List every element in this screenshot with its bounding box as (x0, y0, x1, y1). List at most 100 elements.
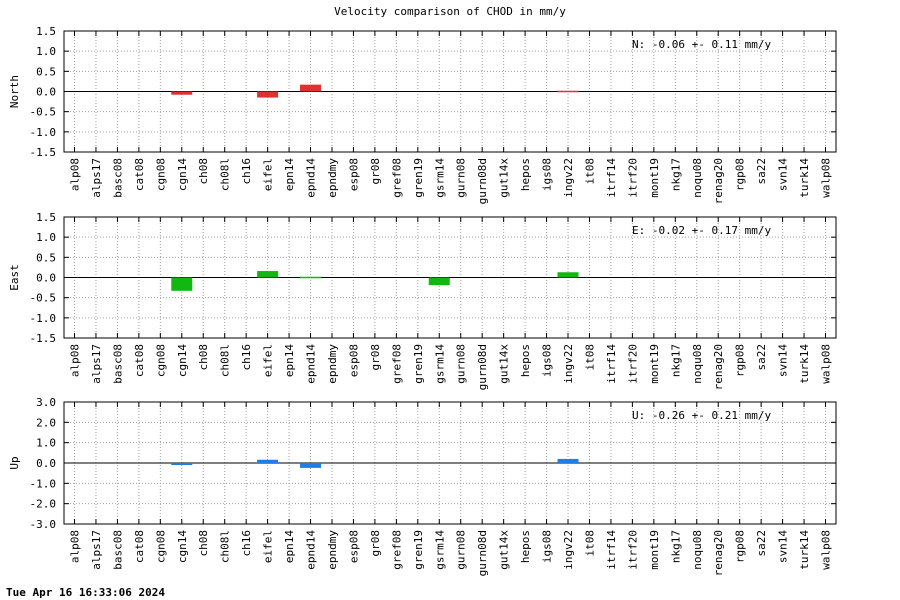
x-tick-label: ch08l (219, 158, 232, 191)
x-tick-label: mont19 (648, 530, 661, 570)
x-tick-label: cgn14 (176, 530, 189, 563)
x-tick-label: epndmy (326, 344, 339, 384)
x-tick-label: eifel (262, 158, 275, 191)
x-tick-label: itrf20 (626, 158, 639, 198)
x-tick-label: gref08 (390, 158, 403, 198)
x-tick-label: it08 (583, 344, 596, 371)
x-tick-label: esp08 (347, 344, 360, 377)
x-tick-label: svn14 (777, 530, 790, 563)
panel-north: 1.5 1.0 0.5 0.0 -0.5 -1.0 -1.5 alp08 alps17 basc0… (8, 25, 837, 204)
x-tick-label: ingv22 (562, 344, 575, 384)
y-tick-label: 2.0 (36, 416, 56, 429)
x-tick-label: ingv22 (562, 158, 575, 198)
x-tick-label: renag20 (712, 344, 725, 390)
x-tick-label: eifel (262, 344, 275, 377)
y-tick-label: -3.0 (30, 518, 57, 531)
x-tick-label: ch16 (240, 344, 253, 371)
y-tick-label: -1.0 (30, 312, 57, 325)
x-tick-label: eifel (262, 530, 275, 563)
x-tick-label: noqu08 (691, 530, 704, 570)
x-tick-label: rgp08 (734, 158, 747, 191)
x-tick-label: gren19 (412, 158, 425, 198)
y-tick-label: -0.5 (30, 106, 57, 119)
x-tick-label: gsrm14 (433, 158, 446, 198)
panel-up: 3.0 2.0 1.0 0.0 -1.0 -2.0 -3.0 alp08 alps17 basc0… (8, 396, 837, 576)
bar-cgn14 (171, 463, 193, 466)
x-tick-label: gr08 (369, 530, 382, 557)
x-tick-label: cgn08 (154, 344, 167, 377)
x-tick-label: gref08 (390, 344, 403, 384)
bar-cgn14 (171, 277, 193, 291)
x-tick-label: renag20 (712, 530, 725, 576)
y-tick-label: 3.0 (36, 396, 56, 409)
bar-epnd14 (300, 463, 322, 468)
y-tick-label: 1.0 (36, 45, 56, 58)
x-tick-label: gren19 (412, 530, 425, 570)
bar-ingv22 (557, 90, 579, 93)
x-tick-label: alp08 (69, 158, 82, 191)
plot-frame (63, 216, 837, 339)
x-tick-label: gut14x (498, 530, 511, 570)
y-tick-label: -1.0 (30, 126, 57, 139)
x-tick-label: igs08 (541, 530, 554, 563)
x-tick-label: basc08 (111, 530, 124, 570)
x-tick-label: noqu08 (691, 344, 704, 384)
bar-epnd14 (300, 84, 322, 92)
x-tick-label: alps17 (90, 158, 103, 198)
y-tick-label: 0.0 (36, 86, 56, 99)
x-tick-label: turk14 (798, 344, 811, 384)
stat-annotation: U: -0.26 +- 0.21 mm/y (632, 409, 771, 422)
x-tick-label: alp08 (69, 344, 82, 377)
x-tick-label: alps17 (90, 344, 103, 384)
y-tick-label: -1.5 (30, 146, 57, 159)
x-tick-label: cgn08 (154, 530, 167, 563)
plot-frame (63, 30, 837, 153)
x-tick-label: epnd14 (305, 344, 318, 384)
x-tick-label: sa22 (755, 530, 768, 557)
x-tick-label: gut14x (498, 344, 511, 384)
x-tick-label: esp08 (347, 530, 360, 563)
y-tick-label: -2.0 (30, 498, 57, 511)
x-tick-label: cat08 (133, 158, 146, 191)
x-tick-label: gurn08 (455, 158, 468, 198)
y-tick-label: 1.0 (36, 231, 56, 244)
stat-annotation: E: -0.02 +- 0.17 mm/y (632, 224, 771, 237)
x-tick-label: epn14 (283, 344, 296, 377)
x-tick-label: alp08 (69, 530, 82, 563)
x-tick-label: ch08 (197, 530, 210, 557)
x-tick-label: ch08 (197, 158, 210, 185)
x-tick-label: gsrm14 (433, 344, 446, 384)
x-tick-label: sa22 (755, 344, 768, 371)
x-tick-label: mont19 (648, 344, 661, 384)
x-tick-label: svn14 (777, 344, 790, 377)
y-tick-label: -0.5 (30, 292, 57, 305)
x-tick-label: itrf20 (626, 530, 639, 570)
x-tick-label: epnd14 (305, 158, 318, 198)
x-tick-label: gsrm14 (433, 530, 446, 570)
x-tick-label: epndmy (326, 158, 339, 198)
x-tick-label: renag20 (712, 158, 725, 204)
x-tick-label: turk14 (798, 530, 811, 570)
x-tick-label: hepos (519, 530, 532, 563)
x-tick-label: it08 (583, 530, 596, 557)
x-tick-label: cat08 (133, 530, 146, 563)
x-tick-label: gurn08 (455, 344, 468, 384)
y-tick-label: 1.5 (36, 211, 56, 224)
x-tick-label: sa22 (755, 158, 768, 185)
x-tick-label: epndmy (326, 530, 339, 570)
bar-gsrm14 (428, 277, 450, 286)
x-tick-label: ch08l (219, 530, 232, 563)
x-tick-label: hepos (519, 158, 532, 191)
x-tick-label: svn14 (777, 158, 790, 191)
y-tick-label: -1.5 (30, 332, 57, 345)
y-axis-label: East (8, 264, 21, 291)
x-tick-label: gr08 (369, 344, 382, 371)
x-tick-label: gr08 (369, 158, 382, 185)
bar-ingv22 (557, 458, 579, 463)
x-tick-label: igs08 (541, 158, 554, 191)
x-tick-label: esp08 (347, 158, 360, 191)
x-tick-label: gref08 (390, 530, 403, 570)
stat-annotation: N: -0.06 +- 0.11 mm/y (632, 38, 771, 51)
x-tick-label: epnd14 (305, 530, 318, 570)
